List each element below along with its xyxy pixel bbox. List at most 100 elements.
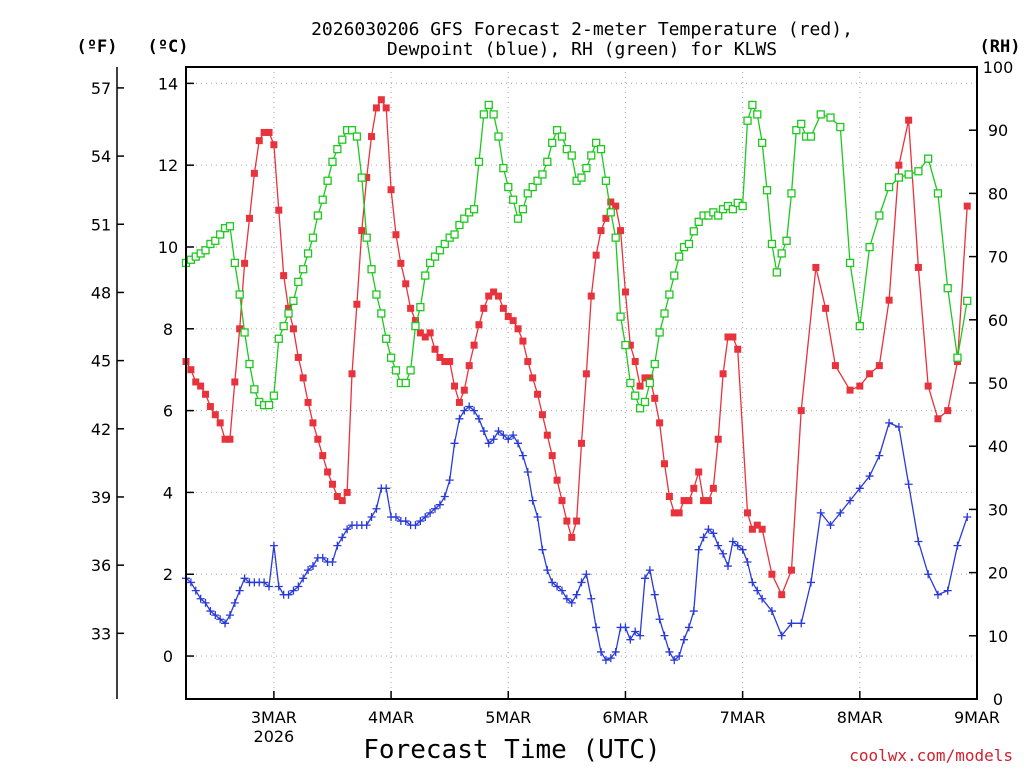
- temperature-point: [455, 398, 463, 406]
- temperature-point: [548, 452, 556, 460]
- time-tick-label: 6MAR: [602, 708, 648, 727]
- rh-point: [367, 265, 376, 274]
- temperature-point: [690, 484, 698, 492]
- rh-point: [313, 211, 322, 220]
- dewpoint-point: [553, 582, 562, 591]
- temperature-point: [216, 419, 224, 427]
- temperature-point: [255, 137, 263, 145]
- rh-point: [352, 132, 362, 141]
- dewpoint-point: [572, 590, 581, 599]
- chart-title-line-1: 2026030206 GFS Forecast 2-meter Temperat…: [311, 19, 853, 40]
- gridlines: [186, 67, 978, 699]
- temperature-point: [558, 497, 566, 505]
- rh-point: [372, 290, 381, 299]
- rh-point: [884, 182, 894, 192]
- rh-point: [635, 404, 645, 413]
- credit-label: coolwx.com/models: [849, 746, 1013, 765]
- rh-point: [963, 296, 972, 305]
- temperature-point: [250, 169, 258, 177]
- dewpoint-point: [372, 504, 381, 513]
- rh-point: [333, 145, 342, 154]
- rh-point: [460, 214, 469, 223]
- temperature-point: [187, 366, 195, 374]
- plot-frame: [185, 66, 978, 700]
- dewpoint-point: [260, 578, 269, 587]
- dewpoint-point: [753, 586, 762, 595]
- temperature-point: [578, 439, 585, 447]
- temperature-point: [621, 288, 629, 296]
- rh-point: [386, 353, 396, 362]
- rh-point: [430, 252, 440, 261]
- rh-point: [640, 397, 650, 407]
- temperature-point: [485, 292, 493, 300]
- temperature-point: [421, 333, 429, 341]
- rh-tick-label: 60: [988, 311, 1008, 330]
- rh-point: [914, 167, 923, 176]
- rh-point: [631, 391, 640, 400]
- temperature-point: [812, 263, 820, 271]
- temperature-point: [529, 374, 537, 382]
- chart-title-line-2: Dewpoint (blue), RH (green) for KLWS: [387, 39, 777, 60]
- temperature-point: [411, 317, 419, 325]
- temperature-point: [460, 386, 468, 394]
- celsius-tick-label: 14: [158, 74, 178, 93]
- dewpoint-point: [391, 512, 400, 521]
- rh-point: [264, 400, 274, 410]
- dewpoint-point: [474, 414, 483, 423]
- rh-point: [323, 176, 332, 185]
- temperature-point: [328, 480, 336, 488]
- rh-point: [508, 195, 518, 204]
- dewpoint-point: [206, 607, 215, 616]
- temperature-point: [700, 497, 708, 505]
- temperature-point: [626, 341, 634, 349]
- dewpoint-point: [225, 611, 234, 620]
- dewpoint-point: [528, 496, 537, 505]
- rh-point: [523, 189, 532, 198]
- rh-point: [616, 312, 625, 321]
- dewpoint-point: [650, 590, 659, 599]
- rh-point: [284, 309, 293, 318]
- temperature-point: [646, 374, 654, 382]
- temperature-point: [397, 259, 405, 267]
- rh-point: [738, 201, 747, 211]
- temperature-point: [543, 431, 551, 439]
- celsius-tick-label: 10: [158, 238, 178, 257]
- rh-point: [665, 290, 674, 299]
- dewpoint-point: [338, 533, 347, 542]
- dewpoint-point: [484, 439, 493, 448]
- dewpoint-point: [684, 623, 693, 632]
- dewpoint-point: [689, 607, 698, 616]
- dewpoint-point: [431, 504, 440, 513]
- dewpoint-point: [933, 590, 942, 599]
- dewpoint-point: [738, 545, 747, 554]
- temperature-point: [382, 104, 390, 112]
- temperature-point: [451, 382, 459, 390]
- rh-point: [401, 378, 410, 388]
- rh-point: [474, 157, 484, 166]
- dewpoint-point: [875, 451, 884, 460]
- series-line: [185, 405, 968, 662]
- dewpoint-point: [748, 578, 757, 587]
- rh-point: [797, 119, 806, 129]
- rh-point: [533, 176, 542, 185]
- temperature-point: [480, 304, 488, 312]
- temperature-point: [245, 214, 253, 222]
- temperature-point: [475, 321, 483, 329]
- dewpoint-point: [440, 492, 449, 501]
- rh-point: [548, 138, 557, 147]
- temperature-point: [431, 345, 439, 353]
- dewpoint-point: [308, 562, 317, 571]
- fahrenheit-tick-label: 51: [91, 215, 111, 234]
- rh-point: [782, 236, 791, 245]
- temperature-point: [280, 272, 288, 280]
- rh-point: [753, 110, 762, 119]
- dewpoint-point: [767, 607, 776, 616]
- temperature-point: [914, 263, 922, 271]
- rh-point: [748, 100, 757, 110]
- temperature-point: [675, 509, 683, 517]
- temperature-point: [822, 304, 830, 312]
- rh-point: [518, 205, 528, 214]
- rh-unit-label: (RH): [980, 37, 1021, 57]
- temperature-point: [856, 382, 864, 390]
- celsius-tick-label: 8: [163, 320, 173, 339]
